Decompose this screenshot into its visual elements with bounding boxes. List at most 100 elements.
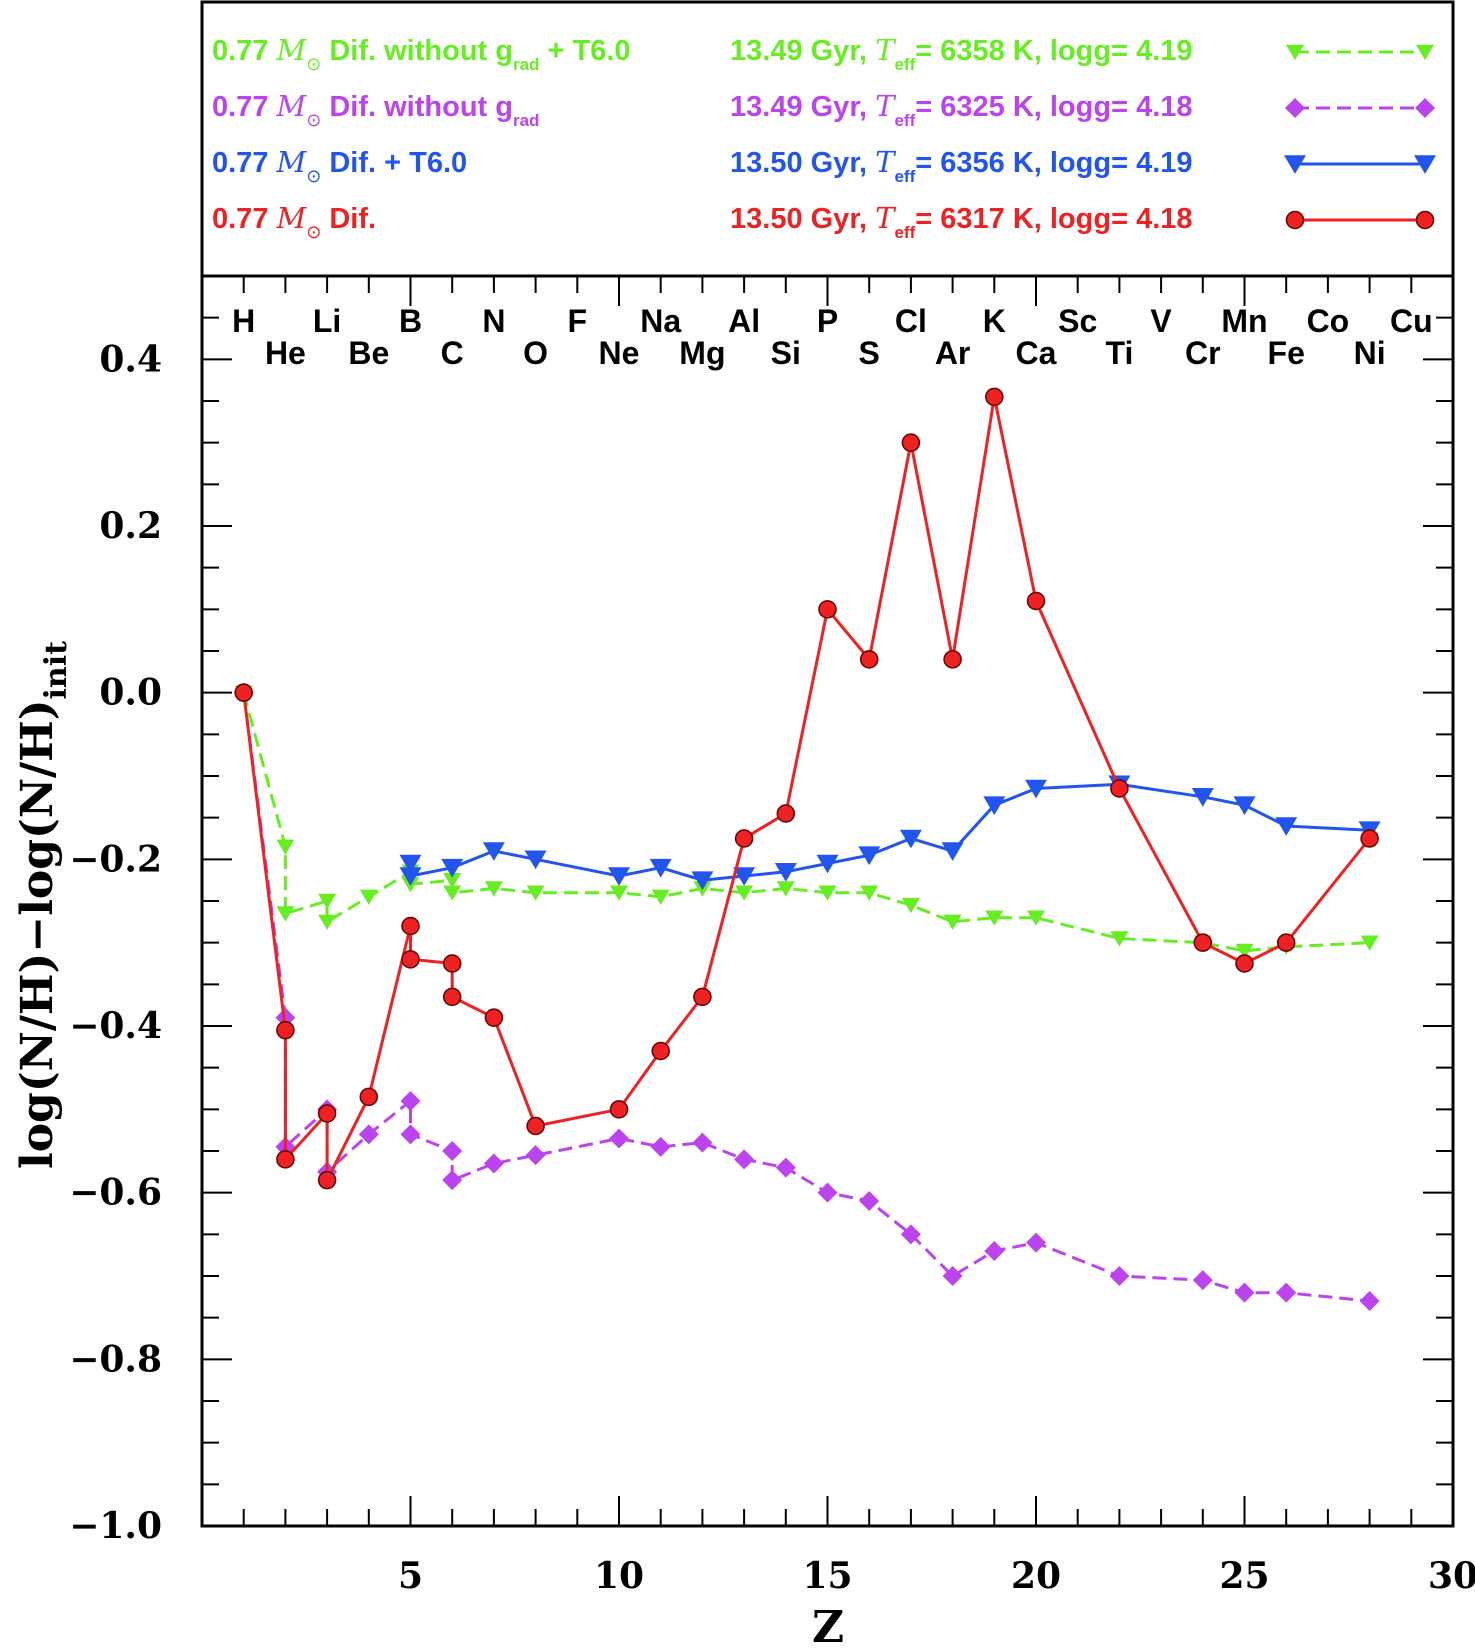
data-point [401, 950, 420, 969]
data-point [776, 804, 796, 823]
data-point [484, 881, 503, 897]
series-layer [233, 387, 1381, 1311]
data-point [1414, 155, 1436, 174]
y-axis-title-sub: init [39, 641, 74, 700]
data-point [691, 871, 714, 891]
data-point [649, 858, 672, 878]
y-tick-label: −0.6 [69, 1172, 162, 1214]
data-point [774, 863, 797, 882]
data-point [817, 1182, 838, 1203]
data-point [692, 1132, 713, 1153]
data-point [983, 796, 1006, 816]
element-label: Mg [679, 335, 725, 371]
data-point [1110, 779, 1129, 798]
data-point [483, 1153, 504, 1174]
legend-stats: 13.50 Gyr, Teff= 6317 K, logg= 4.18 [730, 201, 1193, 242]
element-label: Be [348, 335, 389, 371]
data-point [441, 858, 464, 878]
data-point [442, 1170, 463, 1191]
element-label: Fe [1268, 335, 1305, 371]
data-point [610, 885, 628, 901]
data-point [443, 872, 462, 889]
axis-ticks [202, 276, 1453, 1526]
data-point [1275, 817, 1298, 836]
series-line [242, 692, 1370, 953]
data-point [399, 854, 422, 874]
data-point [276, 906, 295, 922]
data-point [442, 987, 462, 1007]
y-tick-label: −0.8 [69, 1338, 162, 1380]
data-point [1026, 591, 1046, 611]
legend-label: 0.77 M⊙ Dif. without grad [212, 89, 539, 131]
data-point [318, 914, 337, 930]
y-axis-title-main: log(N/H)−log(N/H) [12, 699, 63, 1169]
data-point [860, 885, 879, 901]
y-axis-title: log(N/H)−log(N/H)init [12, 641, 74, 1169]
data-point [609, 1100, 629, 1119]
legend-entry: 0.77 M⊙ Dif. + T6.0 13.50 Gyr, Teff= 6356… [212, 145, 1436, 187]
y-tick-label: −1.0 [69, 1505, 162, 1547]
data-point [317, 1170, 337, 1190]
x-tick-label: 25 [1219, 1555, 1269, 1597]
data-point [776, 881, 795, 897]
data-point [901, 433, 921, 452]
data-point [1415, 98, 1435, 118]
y-tick-label: 0.4 [99, 338, 162, 380]
series-line [242, 692, 1370, 1303]
element-label: Ti [1105, 335, 1133, 371]
data-point [943, 914, 962, 930]
element-label: Sc [1058, 303, 1097, 339]
data-point [1233, 796, 1256, 816]
element-label: P [817, 303, 838, 339]
data-point [276, 1020, 295, 1040]
legend-entry: 0.77 M⊙ Dif. without grad 13.49 Gyr, Teff… [212, 89, 1435, 131]
data-point [1192, 1270, 1213, 1291]
data-point [1193, 933, 1213, 952]
element-label: Ni [1354, 335, 1386, 371]
data-point [359, 889, 378, 905]
x-tick-label: 5 [398, 1555, 423, 1597]
element-label: Si [771, 335, 801, 371]
data-point [651, 1041, 670, 1061]
data-point [733, 867, 756, 886]
data-point [1234, 1282, 1255, 1303]
data-point [734, 1149, 755, 1170]
element-label: K [983, 303, 1006, 339]
data-point [608, 867, 630, 886]
element-label: S [859, 335, 880, 371]
series-blue [399, 775, 1381, 891]
data-point [1284, 155, 1306, 174]
data-point [1026, 1232, 1046, 1253]
legend-stats: 13.49 Gyr, Teff= 6325 K, logg= 4.18 [730, 89, 1193, 130]
x-tick-label: 20 [1011, 1555, 1061, 1597]
data-point [859, 1191, 880, 1211]
data-point [276, 1150, 295, 1169]
data-point [985, 387, 1004, 407]
data-point [1109, 1266, 1130, 1286]
data-point [1276, 933, 1296, 952]
data-point [399, 867, 422, 886]
element-label: Na [640, 303, 681, 339]
axis-tick-labels: 5 10 15 20 25 30 0.4 0.2 0.0 −0.2 −0.4 −0.6 −0.8 −1.0 [69, 338, 1475, 1597]
data-point [984, 1241, 1005, 1261]
data-point [1110, 931, 1129, 947]
element-label: C [441, 335, 464, 371]
data-point [1286, 44, 1304, 61]
element-label: F [568, 303, 588, 339]
element-label: Ne [599, 335, 640, 371]
data-point [818, 885, 837, 901]
data-point [234, 683, 253, 702]
legend: 0.77 M⊙ Dif. without grad + T6.0 13.49 Gy… [212, 33, 1436, 243]
element-label: O [523, 335, 548, 371]
data-point [734, 829, 754, 848]
data-point [1025, 779, 1047, 799]
x-tick-label: 30 [1428, 1555, 1475, 1597]
data-point [484, 1008, 504, 1027]
element-label: N [482, 303, 505, 339]
data-point [693, 987, 712, 1007]
data-point [524, 850, 547, 870]
element-label: Cr [1185, 335, 1221, 371]
data-point [943, 650, 962, 669]
